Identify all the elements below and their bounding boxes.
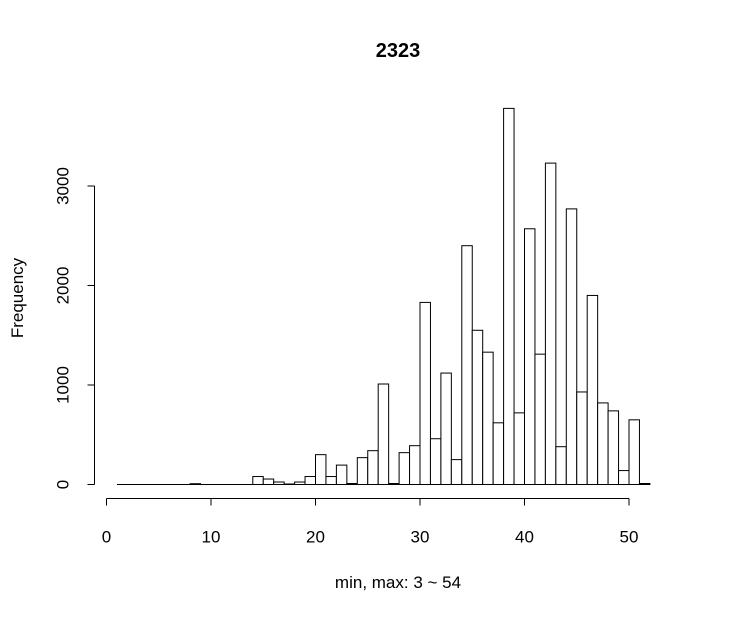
histogram-bar <box>377 383 390 486</box>
histogram-bar <box>492 422 505 485</box>
histogram-bar <box>586 294 599 486</box>
histogram-bar <box>618 470 630 486</box>
y-axis-label: Frequency <box>8 257 27 338</box>
y-tick-label: 0 <box>54 480 73 489</box>
histogram-bar <box>367 450 379 486</box>
histogram-bar <box>534 353 546 485</box>
y-tick-label: 2000 <box>54 267 73 305</box>
histogram-bar <box>628 419 640 486</box>
histogram-bar <box>440 372 452 485</box>
x-axis: 0 10 20 30 40 50 <box>102 498 639 547</box>
histogram-bar <box>294 481 306 486</box>
x-tick-label: 50 <box>620 528 639 547</box>
histogram-bar <box>450 459 463 485</box>
histogram-bar <box>503 107 515 485</box>
histogram-bar <box>576 391 588 485</box>
x-tick-label: 40 <box>515 528 534 547</box>
x-tick-label: 30 <box>411 528 430 547</box>
x-tick-label: 10 <box>202 528 221 547</box>
histogram-bar <box>555 446 567 486</box>
x-tick-label: 0 <box>102 528 111 547</box>
histogram-bar <box>429 438 442 486</box>
chart-title: 2323 <box>376 40 421 62</box>
histogram-bar <box>638 483 651 486</box>
x-axis-label: min, max: 3 ~ 54 <box>335 573 461 592</box>
histogram-bar <box>388 483 400 486</box>
histogram-bar <box>565 208 578 485</box>
histogram-bars <box>116 107 651 486</box>
y-tick-label: 1000 <box>54 366 73 404</box>
histogram-bar <box>607 410 620 485</box>
histogram-bar <box>471 329 484 485</box>
x-tick-label: 20 <box>306 528 325 547</box>
histogram-bar <box>461 245 473 485</box>
histogram-bar <box>325 476 337 486</box>
histogram-bar <box>304 476 316 486</box>
histogram-bar <box>262 478 275 485</box>
histogram-bar <box>419 301 431 486</box>
histogram-bar <box>252 476 264 486</box>
histogram-bar <box>482 351 494 486</box>
histogram-bar <box>398 452 411 486</box>
y-tick-label: 3000 <box>54 167 73 205</box>
histogram-bar <box>513 412 525 485</box>
histogram-bar <box>335 464 348 486</box>
histogram-bar <box>544 162 557 486</box>
histogram-bar <box>189 483 202 486</box>
histogram-bar <box>524 228 536 485</box>
histogram-bar <box>597 402 609 485</box>
histogram-bar <box>409 445 421 486</box>
histogram-bar <box>346 483 358 486</box>
histogram-bar <box>273 481 285 486</box>
y-axis: 0 1000 2000 3000 <box>54 167 95 489</box>
histogram-bar <box>315 454 327 485</box>
histogram-bar <box>356 457 369 486</box>
